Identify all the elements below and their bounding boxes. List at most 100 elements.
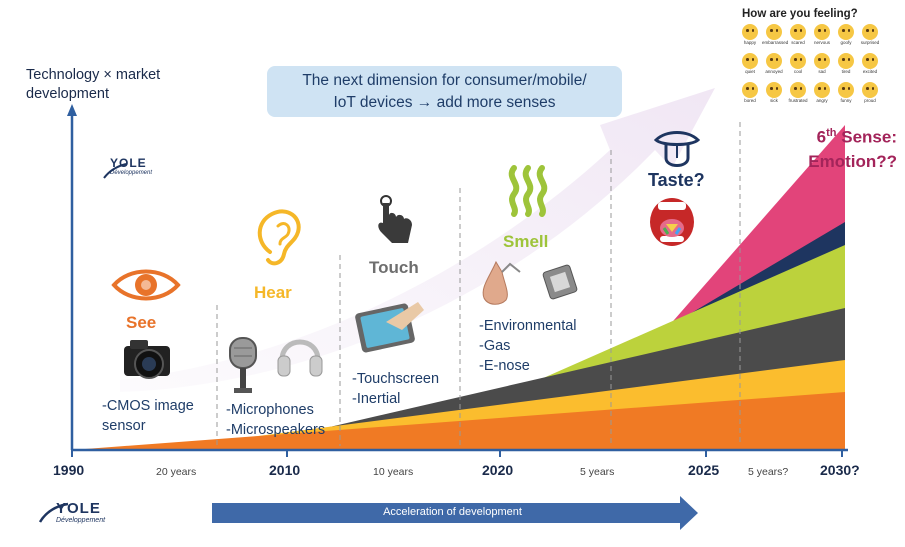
sensor-list-touch: -Touchscreen -Inertial xyxy=(352,369,462,409)
ear-icon xyxy=(257,209,301,266)
emoji-funny-icon: funny xyxy=(834,82,858,104)
sensor-list-smell: -Environmental -Gas -E-nose xyxy=(479,316,609,376)
emoji-label: angry xyxy=(816,98,828,103)
brand-sub: Développement xyxy=(56,517,106,524)
sense-hear-label: Hear xyxy=(254,283,292,302)
sense-see-label: See xyxy=(126,313,157,332)
microphone-icon xyxy=(229,337,257,393)
emoji-label: annoyed xyxy=(765,69,783,74)
list-item: -Touchscreen xyxy=(352,371,440,387)
emoji-label: cool xyxy=(793,69,803,74)
emoji-quiet-icon: quiet xyxy=(738,53,762,75)
emoji-bored-icon: bored xyxy=(738,82,762,104)
emoji-scared-icon: scared xyxy=(786,24,810,46)
list-item: -Inertial xyxy=(352,391,401,407)
emotion-number: 6 xyxy=(816,127,827,147)
callout-line-2: IoT devices → add more senses xyxy=(333,94,556,111)
emoji-label: sick xyxy=(770,98,778,103)
emotion-ordinal: th xyxy=(826,127,837,139)
headphones-icon xyxy=(277,339,323,377)
emoji-face-icon xyxy=(790,53,806,69)
emoji-annoyed-icon: annoyed xyxy=(762,53,786,75)
mouth-icon xyxy=(650,198,694,246)
sense-taste-label: Taste? xyxy=(648,170,705,190)
brand-name: YOLE xyxy=(56,500,101,517)
brand-name: YOLE xyxy=(110,156,147,170)
emoji-face-icon xyxy=(742,53,758,69)
emoji-face-icon xyxy=(742,82,758,98)
acceleration-label: Acceleration of development xyxy=(383,506,522,518)
emoji-happy-icon: happy xyxy=(738,24,762,46)
emoji-grid: happy embarrassed scared nervous goofy surpri… xyxy=(738,24,888,114)
year-2010: 2010 xyxy=(269,462,301,478)
emoji-face-icon xyxy=(766,82,782,98)
emoji-label: nervous xyxy=(813,40,830,45)
emoji-sick-icon: sick xyxy=(762,82,786,104)
camera-icon xyxy=(124,340,170,379)
brand-logo-bottom: YOLE Développement xyxy=(56,500,105,524)
touch-hand-icon xyxy=(378,195,412,243)
emoji-label: bored xyxy=(744,98,756,103)
y-axis-arrowhead xyxy=(67,104,77,116)
emoji-cool-icon: cool xyxy=(786,53,810,75)
list-item: -Gas xyxy=(479,338,511,354)
emoji-label: scared xyxy=(791,40,805,45)
list-item: -E-nose xyxy=(479,358,530,374)
list-item: -CMOS image xyxy=(102,398,194,414)
brand-sub: Développement xyxy=(110,170,153,176)
sensor-list-see: -CMOS image sensor xyxy=(102,396,212,436)
emoji-frustrated-icon: frustrated xyxy=(786,82,810,104)
emoji-angry-icon: angry xyxy=(810,82,834,104)
brand-logo-mark-top xyxy=(103,163,127,179)
sense-emotion-label: 6th Sense: Emotion?? xyxy=(757,121,897,174)
list-item: -Microphones xyxy=(226,402,314,418)
emoji-face-icon xyxy=(838,24,854,40)
emoji-excited-icon: excited xyxy=(858,53,882,75)
emoji-nervous-icon: nervous xyxy=(810,24,834,46)
emoji-face-icon xyxy=(790,24,806,40)
emotions-title: How are you feeling? xyxy=(742,8,858,20)
list-item: -Environmental xyxy=(479,318,577,334)
emoji-label: quiet xyxy=(745,69,755,74)
emoji-goofy-icon: goofy xyxy=(834,24,858,46)
year-2030: 2030? xyxy=(820,462,860,478)
emoji-label: sad xyxy=(818,69,826,74)
y-axis-label: Technology × market development xyxy=(26,67,161,102)
emoji-label: excited xyxy=(862,69,878,74)
emoji-face-icon xyxy=(790,82,806,98)
tongue-icon xyxy=(653,131,701,167)
emoji-face-icon xyxy=(838,53,854,69)
emoji-label: tired xyxy=(841,69,851,74)
emoji-surprised-icon: surprised xyxy=(858,24,882,46)
emoji-face-icon xyxy=(814,82,830,98)
emoji-face-icon xyxy=(814,53,830,69)
gap-label-3: 5 years xyxy=(580,466,615,478)
gap-label-1: 20 years xyxy=(156,466,197,478)
growth-swoosh-arrow xyxy=(120,88,715,392)
emotion-word: Emotion?? xyxy=(808,151,897,171)
brand-logo-mark-bottom xyxy=(38,502,69,523)
tablet-icon xyxy=(355,302,424,353)
emoji-face-icon xyxy=(862,82,878,98)
emoji-label: surprised xyxy=(860,40,880,45)
emoji-label: happy xyxy=(743,40,757,45)
emoji-face-icon xyxy=(766,53,782,69)
emoji-label: goofy xyxy=(840,40,852,45)
year-1990: 1990 xyxy=(53,462,85,478)
emoji-label: proud xyxy=(864,98,876,103)
smell-waves-icon xyxy=(508,165,548,217)
emoji-face-icon xyxy=(814,24,830,40)
emoji-face-icon xyxy=(766,24,782,40)
gas-sensor-chip-icon xyxy=(542,264,578,300)
emotion-sense-word: Sense: xyxy=(836,127,897,147)
year-2020: 2020 xyxy=(482,462,514,478)
list-item: sensor xyxy=(102,418,146,434)
emoji-face-icon xyxy=(862,24,878,40)
gap-label-4: 5 years? xyxy=(748,466,789,478)
emoji-embarrassed-icon: embarrassed xyxy=(762,24,788,46)
acceleration-arrow xyxy=(212,496,698,530)
year-2025: 2025 xyxy=(688,462,720,478)
gap-label-2: 10 years xyxy=(373,466,414,478)
callout-line-1: The next dimension for consumer/mobile/ xyxy=(302,72,587,89)
